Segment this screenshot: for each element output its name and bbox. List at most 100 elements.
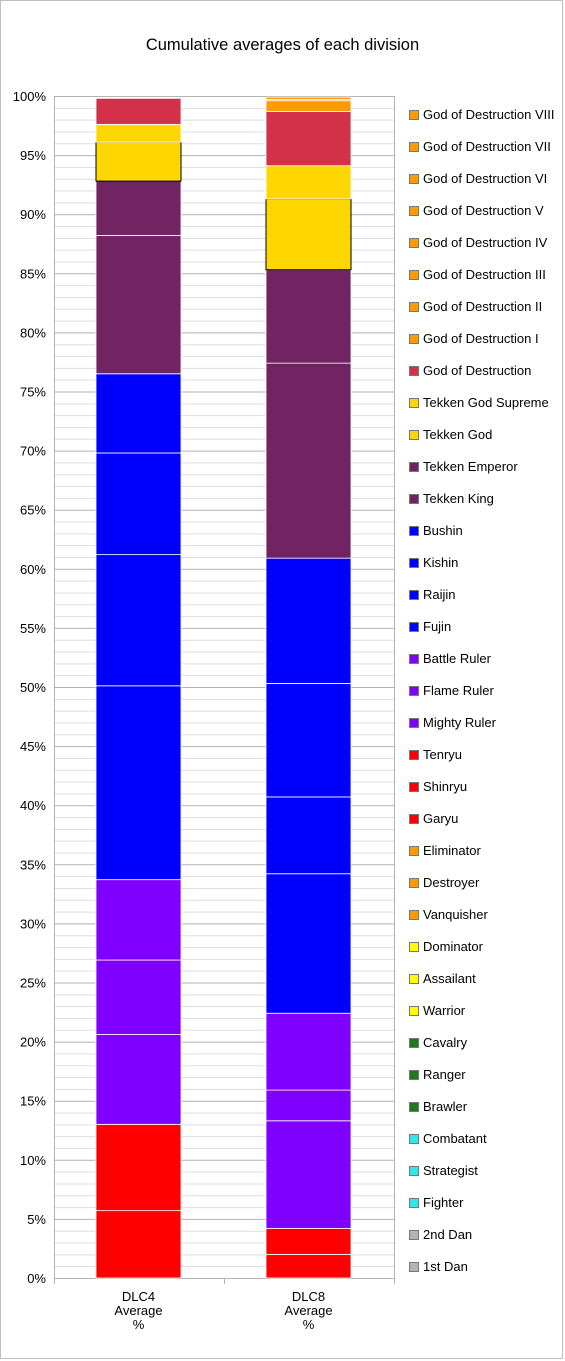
x-category-label-line: Average: [114, 1303, 163, 1318]
y-tick-label: 30%: [20, 916, 46, 931]
y-tick-label: 70%: [20, 444, 46, 459]
x-category-label-line: %: [302, 1317, 315, 1332]
bar-segment: [95, 1210, 182, 1279]
legend-label: God of Destruction VII: [423, 139, 551, 154]
legend-label: Mighty Ruler: [423, 715, 496, 730]
legend-item: 2nd Dan: [409, 1227, 472, 1243]
y-tick-label: 0%: [27, 1271, 46, 1286]
legend-label: Tekken King: [423, 491, 494, 506]
bar-segment: [95, 180, 182, 236]
legend-item: God of Destruction V: [409, 203, 544, 219]
legend-swatch: [409, 525, 419, 536]
legend-swatch: [409, 1069, 419, 1080]
legend-item: Combatant: [409, 1131, 487, 1147]
chart-title: Cumulative averages of each division: [145, 36, 420, 54]
legend-swatch: [409, 205, 419, 216]
legend-swatch: [409, 589, 419, 600]
legend-item: Mighty Ruler: [409, 715, 496, 731]
legend-swatch: [409, 1229, 419, 1240]
y-tick-label: 65%: [20, 503, 46, 518]
legend-label: Shinryu: [423, 779, 468, 794]
bar-segment: [95, 97, 182, 125]
legend-item: Fighter: [409, 1195, 463, 1211]
legend-swatch: [409, 109, 419, 120]
legend-item: Raijin: [409, 587, 456, 603]
legend-swatch: [409, 1133, 419, 1144]
legend-item: Battle Ruler: [409, 651, 491, 667]
x-category-label: DLC4 Average%: [79, 1290, 199, 1332]
bar-segment: [265, 683, 352, 798]
legend-item: Shinryu: [409, 779, 467, 795]
legend-item: Dominator: [409, 939, 483, 955]
legend-swatch: [409, 365, 419, 376]
legend-swatch: [409, 1261, 419, 1272]
legend-swatch: [409, 493, 419, 504]
y-tick-label: 95%: [20, 148, 46, 163]
legend-swatch: [409, 461, 419, 472]
y-tick-label: 75%: [20, 385, 46, 400]
legend-swatch: [409, 781, 419, 792]
bar-segment: [265, 100, 352, 112]
legend-item: God of Destruction III: [409, 267, 546, 283]
legend-label: Tekken Emperor: [423, 459, 518, 474]
bar-segment: [265, 1089, 352, 1122]
y-tick-label: 40%: [20, 798, 46, 813]
legend-swatch: [409, 685, 419, 696]
legend-swatch: [409, 877, 419, 888]
legend-label: Kishin: [423, 555, 459, 570]
bar-segment: [265, 1227, 352, 1255]
y-tick-label: 55%: [20, 621, 46, 636]
legend-swatch: [409, 749, 419, 760]
bar-segment: [95, 685, 182, 881]
x-category-label: DLC8 Average%: [249, 1290, 369, 1332]
legend-item: Fujin: [409, 619, 451, 635]
legend-item: Strategist: [409, 1163, 478, 1179]
legend-item: Ranger: [409, 1067, 466, 1083]
legend-swatch: [409, 333, 419, 344]
y-tick-label: 85%: [20, 266, 46, 281]
legend-item: Eliminator: [409, 843, 481, 859]
legend-swatch: [409, 1197, 419, 1208]
legend-item: Assailant: [409, 971, 476, 987]
legend-label: Fujin: [423, 619, 452, 634]
legend-label: Cavalry: [423, 1035, 468, 1050]
legend-swatch: [409, 717, 419, 728]
legend-swatch: [409, 941, 419, 952]
bar-segment: [265, 1012, 352, 1091]
bar-segment: [265, 165, 352, 200]
y-tick-label: 20%: [20, 1035, 46, 1050]
bar-segment: [95, 452, 182, 556]
legend-swatch: [409, 653, 419, 664]
legend-label: Brawler: [423, 1099, 468, 1114]
y-tick-label: 5%: [27, 1212, 46, 1227]
legend-swatch: [409, 397, 419, 408]
legend-label: Battle Ruler: [423, 651, 491, 666]
legend-label: Tenryu: [423, 747, 463, 762]
bar-segment: [265, 110, 352, 167]
legend-swatch: [409, 141, 419, 152]
legend-swatch: [409, 909, 419, 920]
legend-label: God of Destruction II: [423, 299, 543, 314]
legend-label: Raijin: [423, 587, 456, 602]
y-tick-label: 10%: [20, 1153, 46, 1168]
legend-label: Fighter: [423, 1195, 464, 1210]
legend-label: Flame Ruler: [423, 683, 494, 698]
legend-item: Brawler: [409, 1099, 467, 1115]
bar-segment: [95, 554, 182, 687]
bar-segment: [95, 235, 182, 375]
legend-item: God of Destruction VII: [409, 139, 551, 155]
legend-label: God of Destruction I: [423, 331, 539, 346]
legend-label: God of Destruction VI: [423, 171, 548, 186]
legend-item: God of Destruction VI: [409, 171, 547, 187]
legend-swatch: [409, 1101, 419, 1112]
y-tick-label: 90%: [20, 207, 46, 222]
legend-swatch: [409, 557, 419, 568]
legend-label: God of Destruction: [423, 363, 532, 378]
legend-swatch: [409, 813, 419, 824]
legend-swatch: [409, 1005, 419, 1016]
legend-label: 1st Dan: [423, 1259, 468, 1274]
legend-swatch: [409, 621, 419, 632]
legend-item: Warrior: [409, 1003, 465, 1019]
legend-item: God of Destruction II: [409, 299, 542, 315]
